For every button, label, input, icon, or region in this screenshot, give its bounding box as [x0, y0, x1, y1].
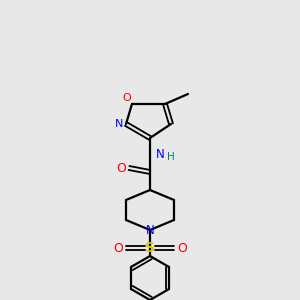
- Text: O: O: [123, 93, 131, 103]
- Text: O: O: [177, 242, 187, 254]
- Text: N: N: [156, 148, 164, 161]
- Text: O: O: [116, 161, 126, 175]
- Text: O: O: [113, 242, 123, 254]
- Text: H: H: [167, 152, 175, 162]
- Text: N: N: [115, 119, 123, 129]
- Text: S: S: [145, 241, 155, 255]
- Text: N: N: [146, 224, 154, 236]
